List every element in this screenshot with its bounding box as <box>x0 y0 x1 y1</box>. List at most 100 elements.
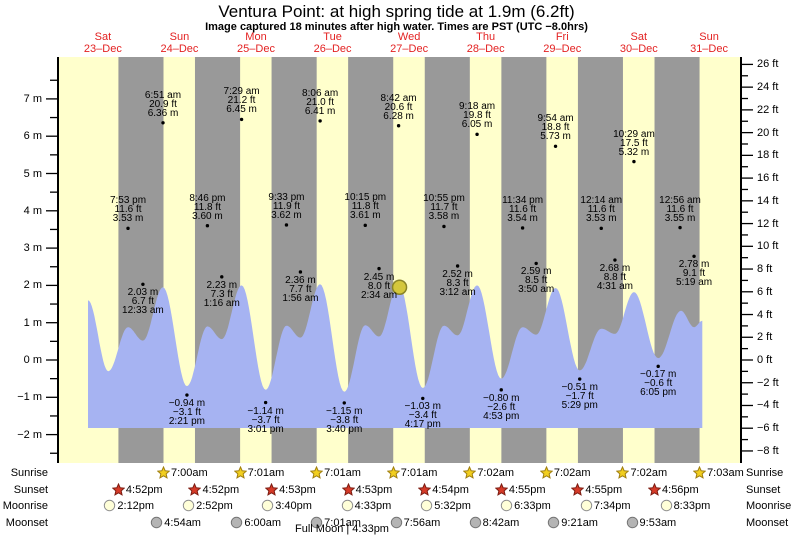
moonrise-event: 5:32pm <box>420 499 471 512</box>
sunrise-event: 7:03am <box>693 466 744 479</box>
tide-annotation-line: 11.6 ft <box>114 204 142 216</box>
sunrise-time: 7:02am <box>477 466 515 479</box>
moonrise-event: 6:33pm <box>500 499 551 512</box>
tide-annotation-line: 8.5 ft <box>525 275 548 287</box>
y-axis-label-m: −2 m <box>17 428 42 441</box>
tide-point-dot <box>632 159 636 164</box>
sunset-event: 4:52pm <box>188 483 239 496</box>
day-date: 28–Dec <box>466 42 505 55</box>
tide-annotation-line: 8:46 pm <box>189 192 226 204</box>
day-header: Mon 25–Dec <box>237 31 275 55</box>
y-axis-label-ft: 12 ft <box>757 217 779 230</box>
tide-annotation-line: 3:01 pm <box>247 423 284 435</box>
page-subtitle: Image captured 18 minutes after high wat… <box>205 21 588 33</box>
tide-annotation-line: 8.8 ft <box>603 272 627 284</box>
tide-annotation-line: 7:53 pm <box>109 195 147 207</box>
sunrise-star-icon <box>386 466 400 479</box>
tide-point-dot <box>534 261 538 266</box>
sunset-star-icon <box>111 483 125 496</box>
day-name: Mon <box>245 31 267 43</box>
tide-annotation: 9:33 pm 11.9 ft 3.62 m <box>268 192 304 220</box>
tide-annotation-line: 3.60 m <box>192 210 223 222</box>
tide-annotation-line: 2.03 m <box>127 287 159 299</box>
tide-point-dot <box>363 223 367 228</box>
moonset-circle-icon <box>310 516 323 529</box>
day-date: 30–Dec <box>619 42 658 55</box>
day-date: 29–Dec <box>543 42 582 55</box>
tide-annotation-line: 12:14 am <box>580 195 623 207</box>
tide-annotation-line: 3:50 am <box>518 284 555 296</box>
day-name: Sun <box>169 31 190 43</box>
tide-annotation-line: 6:05 pm <box>640 387 677 399</box>
sunset-time: 4:52pm <box>202 483 240 496</box>
tide-annotation-line: 9:18 am <box>458 101 496 113</box>
tide-annotation-line: 3.53 m <box>585 213 617 225</box>
sunrise-event: 7:02am <box>539 466 591 479</box>
moonrise-circle-icon <box>580 499 593 512</box>
day-header: Sat 30–Dec <box>619 31 658 55</box>
y-axis-label-m: 4 m <box>23 204 42 217</box>
tide-point-dot <box>396 124 401 128</box>
sunset-row-label-right: Sunset <box>746 484 781 496</box>
tide-annotation-line: 3.53 m <box>112 213 144 225</box>
tide-annotation: 2.45 m 8.0 ft 2:34 am <box>361 272 397 300</box>
tide-annotation-line: 7.3 ft <box>210 288 233 300</box>
moonset-circle-icon <box>548 516 560 529</box>
y-axis-label-m: 1 m <box>23 316 42 329</box>
moonset-circle-icon <box>231 516 243 529</box>
tide-annotation-line: 11.7 ft <box>430 202 458 214</box>
y-axis-label-ft: 6 ft <box>757 285 773 298</box>
day-header: Thu 28–Dec <box>466 31 505 55</box>
tide-annotation-line: 2.68 m <box>599 263 631 275</box>
tide-annotation-line: 3.55 m <box>664 212 696 224</box>
tide-annotation-line: 21.2 ft <box>227 95 256 107</box>
tide-annotation-line: −3.8 ft <box>330 414 359 426</box>
tide-point-dot <box>318 119 322 123</box>
tide-annotation-line: 20.9 ft <box>149 98 177 110</box>
tide-annotation: 6:51 am 20.9 ft 6.36 m <box>145 90 181 118</box>
page-title: Ventura Point: at high spring tide at 1.… <box>218 2 575 21</box>
sunrise-star-icon <box>463 466 477 479</box>
tide-annotation-line: −0.6 ft <box>644 378 673 390</box>
sunset-event: 4:56pm <box>648 483 699 496</box>
tide-point-dot <box>220 275 224 279</box>
tide-annotation-line: 5:29 pm <box>561 400 598 412</box>
tide-annotation-line: 6.45 m <box>226 104 257 116</box>
y-axis-label-m: 2 m <box>23 279 42 292</box>
sunrise-time: 7:02am <box>630 466 668 479</box>
tide-annotation: −1.15 m −3.8 ft 3:40 pm <box>326 406 362 434</box>
moonset-time: 9:53am <box>639 516 677 529</box>
y-axis-label-m: 5 m <box>23 167 42 180</box>
tide-annotation-line: 3:12 am <box>439 287 476 298</box>
tide-point-dot <box>442 224 446 229</box>
sunset-time: 4:53pm <box>279 483 316 496</box>
tide-annotation-line: 11:34 pm <box>502 194 544 206</box>
tide-point-dot <box>205 224 210 228</box>
tide-point-dot <box>161 121 165 125</box>
tide-annotation-line: 1:56 am <box>282 292 319 304</box>
moonrise-time: 5:32pm <box>434 499 471 512</box>
moonrise-event: 2:12pm <box>103 499 154 512</box>
tide-annotation-line: 3.61 m <box>349 210 381 222</box>
tide-annotation: 2.23 m 7.3 ft 1:16 am <box>204 280 240 308</box>
sunrise-event: 7:01am <box>310 466 361 479</box>
moonset-time: 7:56am <box>403 516 441 529</box>
tide-annotation-line: 7:29 am <box>223 86 260 98</box>
moonset-row-label-left: Moonset <box>5 517 48 529</box>
tide-annotation: 7:53 pm 11.6 ft 3.53 m <box>109 195 147 225</box>
sunrise-time: 7:03am <box>707 466 744 479</box>
tide-point-dot <box>377 266 381 271</box>
sunrise-event: 7:02am <box>463 466 514 479</box>
sunrise-event: 7:01am <box>233 466 284 479</box>
y-axis-label-ft: −2 ft <box>757 376 779 389</box>
tide-annotation-line: 4:31 am <box>596 281 634 293</box>
sunset-time: 4:56pm <box>662 483 699 496</box>
moonrise-circle-icon <box>182 499 195 512</box>
tide-annotation: 2.52 m 8.3 ft 3:12 am <box>439 270 476 298</box>
tide-annotation-line: 20.6 ft <box>384 101 413 113</box>
sunrise-star-icon <box>616 466 630 479</box>
tide-point-dot <box>141 282 145 286</box>
tide-annotation: −0.51 m −1.7 ft 5:29 pm <box>561 383 598 412</box>
sunset-row-label-left: Sunset <box>13 484 48 496</box>
